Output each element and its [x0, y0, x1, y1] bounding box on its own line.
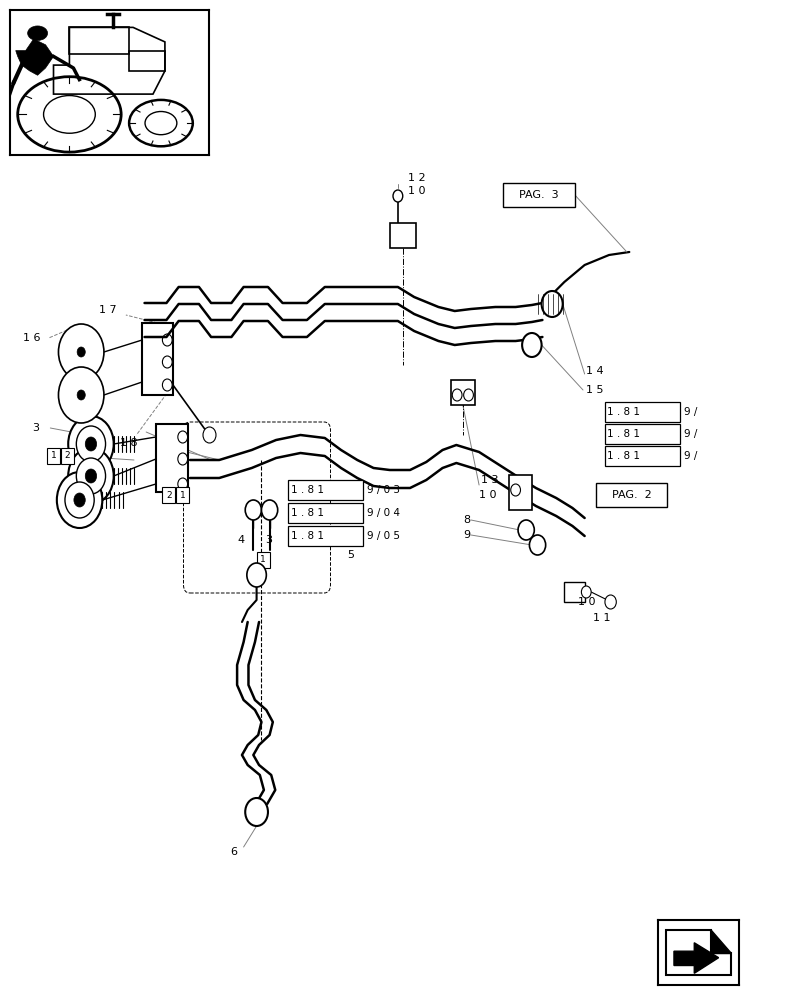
Bar [604, 424, 679, 444]
Text: 9 /: 9 / [683, 407, 696, 417]
Circle shape [463, 389, 473, 401]
Bar [156, 424, 188, 492]
Text: 1 1: 1 1 [592, 613, 610, 623]
Bar [604, 402, 679, 422]
Circle shape [76, 426, 105, 462]
Circle shape [85, 469, 97, 483]
Polygon shape [673, 943, 718, 973]
Bar [389, 223, 415, 248]
Text: 9 / 0 5: 9 / 0 5 [367, 531, 400, 541]
Bar [142, 323, 173, 395]
Circle shape [203, 427, 216, 443]
Text: 1: 1 [179, 490, 186, 499]
Text: PAG.  2: PAG. 2 [611, 490, 650, 500]
Bar [61, 448, 74, 464]
Text: 9 /: 9 / [683, 451, 696, 461]
Circle shape [162, 379, 172, 391]
Bar [288, 503, 363, 523]
Text: 1 6: 1 6 [23, 333, 41, 343]
Text: 1 2: 1 2 [407, 173, 425, 183]
Circle shape [541, 291, 562, 317]
Circle shape [77, 390, 85, 400]
Text: 1 . 8 1: 1 . 8 1 [290, 485, 324, 495]
Text: 1 0: 1 0 [407, 186, 425, 196]
Circle shape [529, 535, 545, 555]
Text: 1 0: 1 0 [478, 490, 496, 500]
Circle shape [85, 437, 97, 451]
Circle shape [57, 472, 102, 528]
Text: 1 . 8 1: 1 . 8 1 [290, 508, 324, 518]
Text: 9: 9 [462, 530, 470, 540]
Text: 1 . 8 1: 1 . 8 1 [607, 407, 640, 417]
Circle shape [77, 347, 85, 357]
Circle shape [68, 448, 114, 504]
Bar [162, 487, 175, 503]
Circle shape [581, 586, 590, 598]
Circle shape [178, 453, 187, 465]
Circle shape [178, 478, 187, 490]
Text: 8: 8 [462, 515, 470, 525]
Circle shape [510, 484, 520, 496]
Text: 4: 4 [237, 535, 244, 545]
Text: 1 . 8 1: 1 . 8 1 [290, 531, 324, 541]
Text: 1 8: 1 8 [120, 438, 138, 448]
Circle shape [58, 367, 104, 423]
Text: 9 / 0 4: 9 / 0 4 [367, 508, 400, 518]
Text: 9 /: 9 / [683, 429, 696, 439]
Bar [604, 446, 679, 466]
Text: 1 . 8 1: 1 . 8 1 [607, 451, 640, 461]
Circle shape [162, 356, 172, 368]
Text: 3: 3 [32, 423, 40, 433]
Text: 1 4: 1 4 [586, 366, 603, 376]
Circle shape [65, 482, 94, 518]
Polygon shape [15, 39, 54, 75]
Circle shape [68, 416, 114, 472]
Polygon shape [710, 930, 730, 952]
Text: 6: 6 [230, 847, 237, 857]
Text: 2: 2 [65, 452, 70, 460]
Text: 9 / 0 3: 9 / 0 3 [367, 485, 400, 495]
Bar [288, 480, 363, 500]
Circle shape [452, 389, 461, 401]
Circle shape [162, 334, 172, 346]
Bar [595, 483, 667, 507]
Circle shape [28, 26, 48, 40]
Bar [508, 475, 531, 510]
Circle shape [393, 190, 402, 202]
Text: 5: 5 [346, 550, 354, 560]
Circle shape [261, 500, 277, 520]
Circle shape [247, 563, 266, 587]
Circle shape [76, 458, 105, 494]
Text: 1 3: 1 3 [480, 475, 498, 485]
Text: 1 0: 1 0 [577, 597, 595, 607]
Text: 3: 3 [264, 535, 272, 545]
Text: 1: 1 [50, 452, 57, 460]
Bar [450, 380, 474, 405]
Text: 2: 2 [166, 490, 171, 499]
Text: 1 5: 1 5 [586, 385, 603, 395]
Text: 1: 1 [260, 556, 266, 564]
Text: 1 7: 1 7 [99, 305, 117, 315]
Circle shape [74, 493, 85, 507]
Circle shape [604, 595, 616, 609]
Bar [47, 448, 60, 464]
Circle shape [245, 500, 261, 520]
Bar [176, 487, 189, 503]
Bar [564, 582, 585, 602]
Circle shape [517, 520, 534, 540]
Bar [288, 526, 363, 546]
Bar [256, 552, 269, 568]
Text: PAG.  3: PAG. 3 [519, 190, 558, 200]
Circle shape [521, 333, 541, 357]
Circle shape [58, 324, 104, 380]
Circle shape [245, 798, 268, 826]
Text: 1 . 8 1: 1 . 8 1 [607, 429, 640, 439]
Bar [503, 183, 574, 207]
Circle shape [178, 431, 187, 443]
